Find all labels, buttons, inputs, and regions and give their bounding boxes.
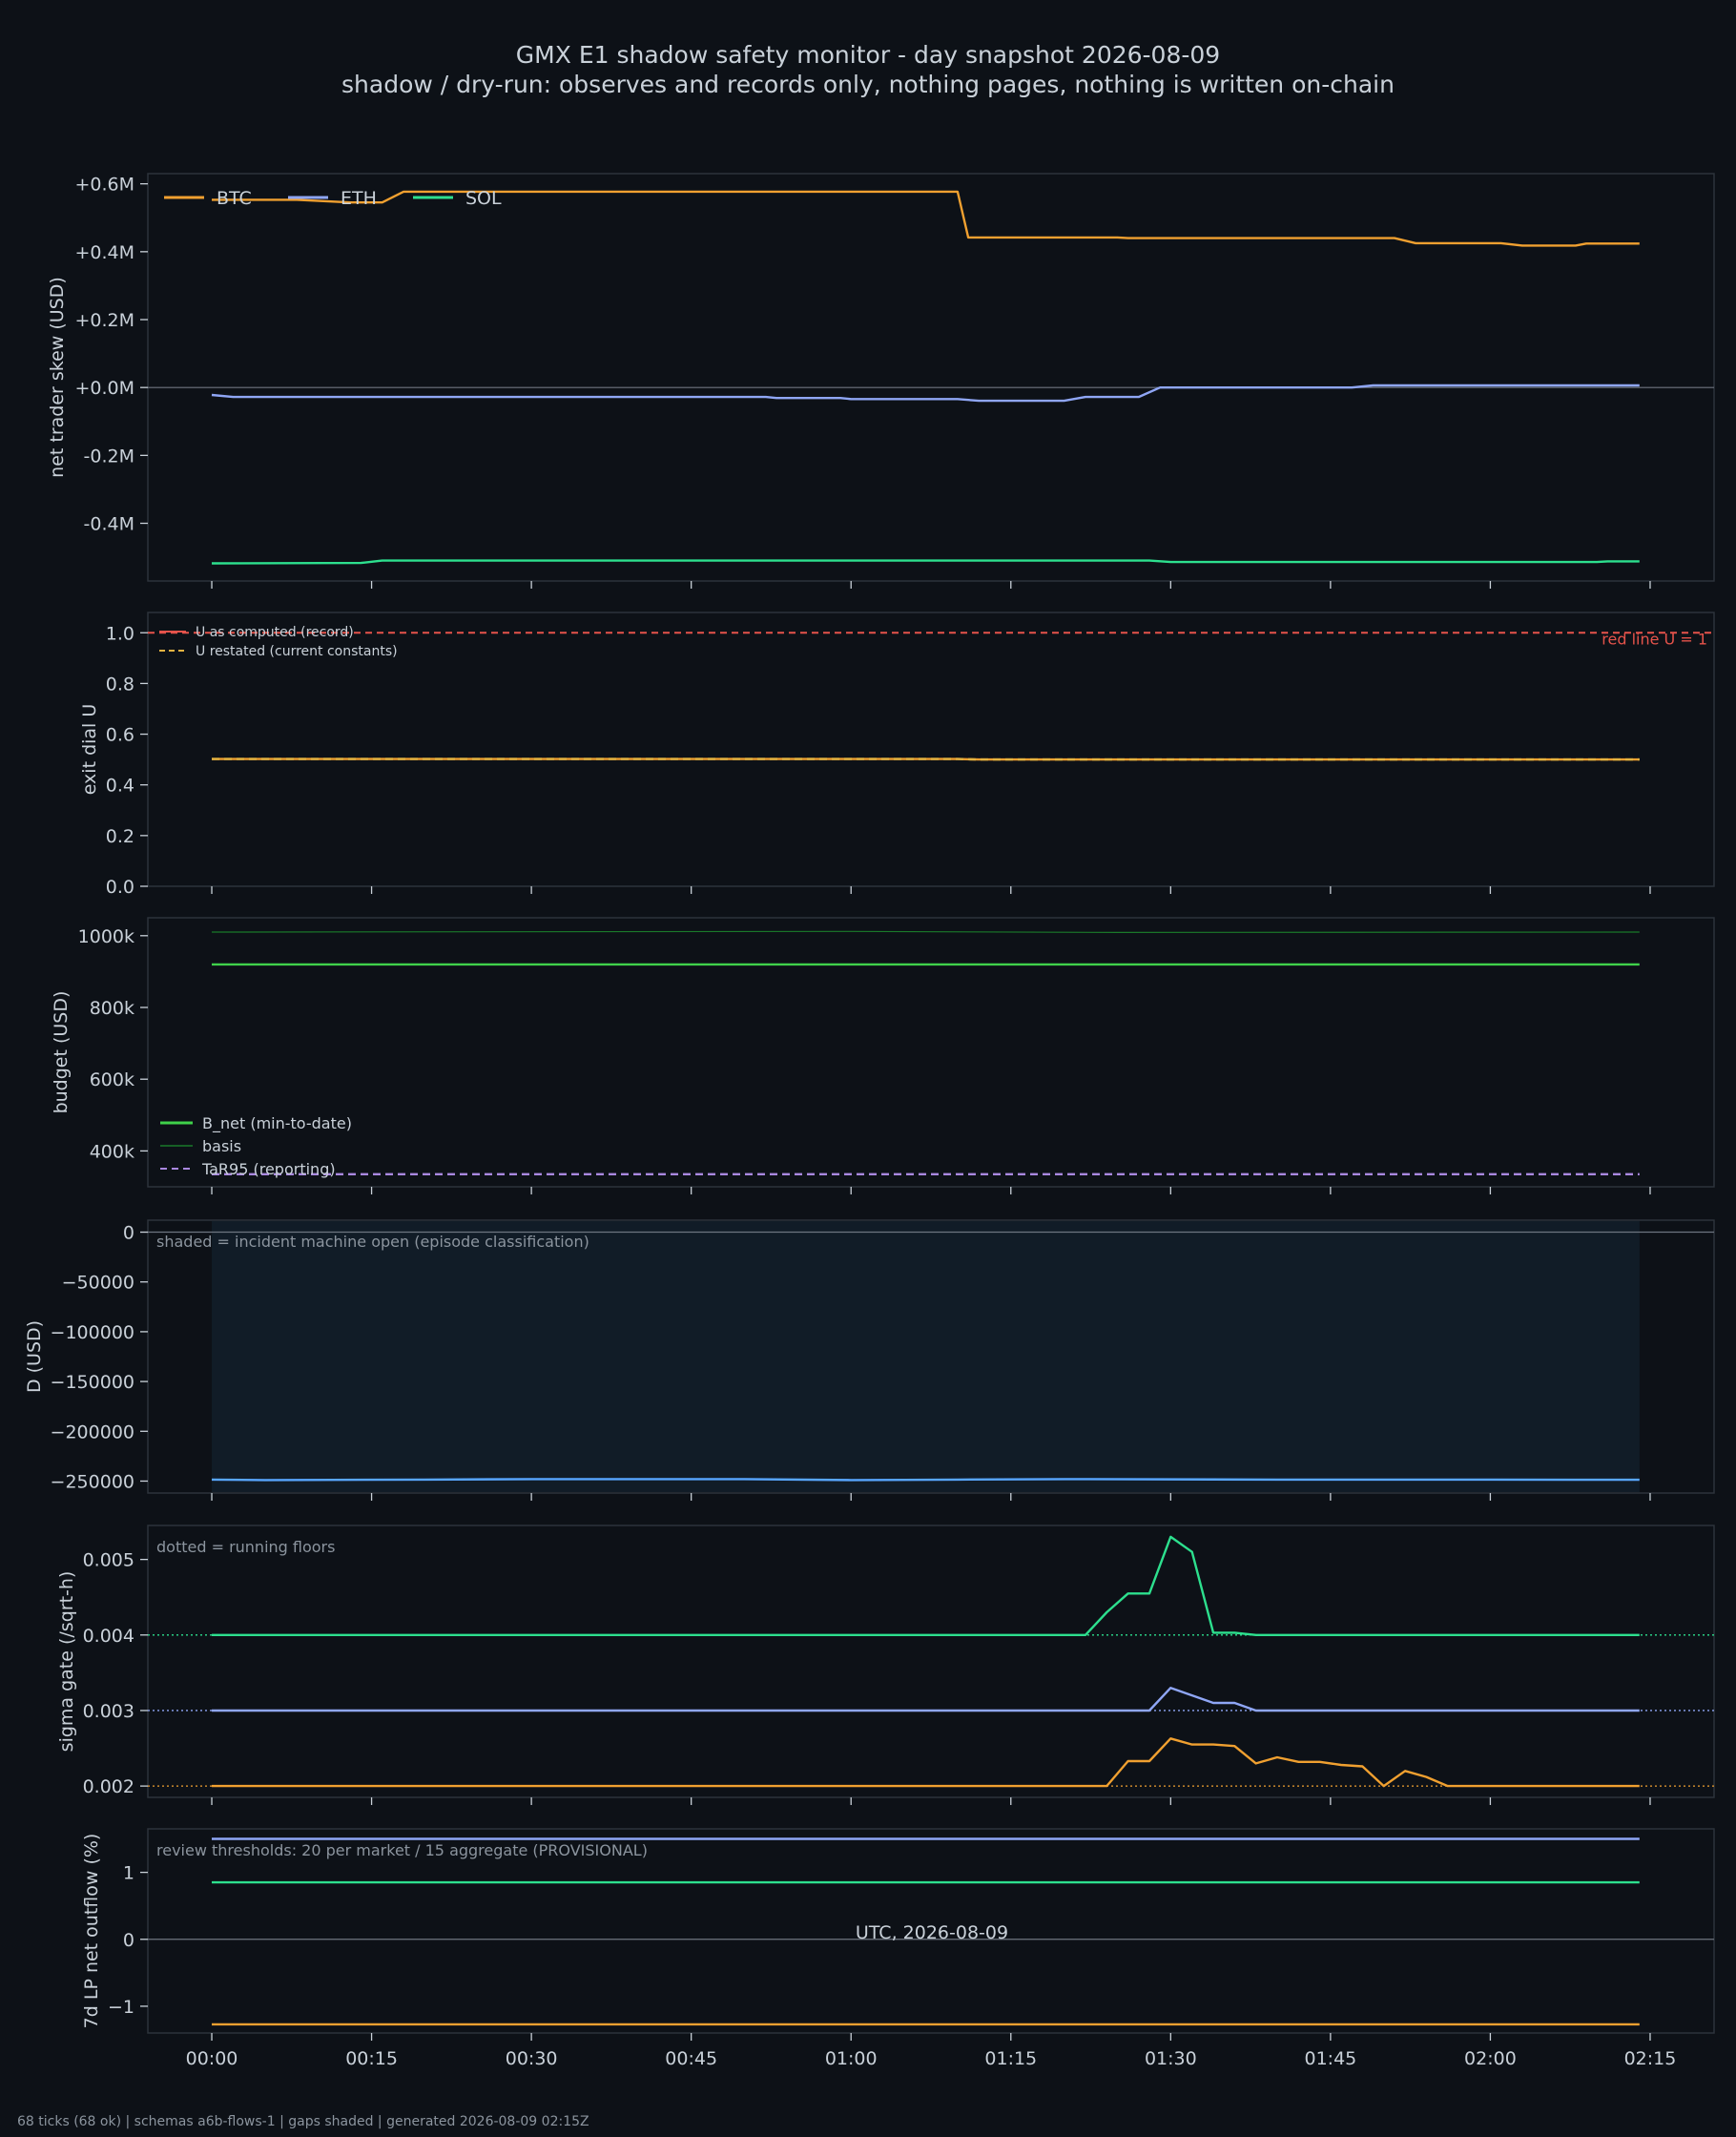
panels: +0.6M +0.4M +0.2M +0.0M -0.2M -0.4M net trader… <box>24 173 1715 2069</box>
legend-label: BTC <box>217 188 252 209</box>
series-u-restated-current-constants--line <box>212 757 1640 761</box>
x-tick-label: 01:45 <box>1304 2048 1356 2069</box>
figure-title: GMX E1 shadow safety monitor - day snaps… <box>516 41 1220 69</box>
y-tick-label: 600k <box>90 1069 134 1090</box>
x-tick-label: 00:45 <box>665 2048 717 2069</box>
y-tick-label: 0 <box>123 1223 134 1244</box>
x-tick-label: 01:00 <box>825 2048 878 2069</box>
y-tick-label: 0.2 <box>106 826 134 847</box>
y-axis-label: net trader skew (USD) <box>47 277 68 478</box>
series-d-line <box>211 1478 1640 1482</box>
y-tick-label: 800k <box>90 998 134 1019</box>
legend-label: SOL <box>465 188 502 209</box>
panel-sigma: 0.005 0.004 0.003 0.002 sigma gate (/sqrt-h)… <box>56 1525 1715 1805</box>
figure-subtitle: shadow / dry-run: observes and records o… <box>341 71 1395 98</box>
y-tick-label: 0.8 <box>106 674 134 695</box>
y-tick-label: −150000 <box>51 1372 134 1393</box>
legend-label: TaR95 (reporting) <box>201 1160 336 1178</box>
panel-outflow: 1 0 −1 00:00 00:15 00:30 00:45 01:00 01:15 01:30 0… <box>81 1828 1715 2069</box>
y-tick-label: −1 <box>108 1997 134 2018</box>
legend-label: B_net (min-to-date) <box>202 1114 352 1133</box>
x-tick-label: 01:30 <box>1145 2048 1197 2069</box>
legend-label: basis <box>202 1137 241 1155</box>
incident-shade <box>212 1221 1640 1492</box>
series-eth-line <box>212 1687 1640 1712</box>
y-tick-label: 0.004 <box>83 1626 134 1647</box>
x-axis-label: UTC, 2026-08-09 <box>856 1922 1008 1943</box>
x-tick-label: 01:15 <box>984 2048 1037 2069</box>
y-axis-label: exit dial U <box>79 704 100 796</box>
y-tick-label: 1.0 <box>106 623 134 644</box>
red-line-annotation: red line U = 1 <box>1602 630 1707 648</box>
y-axis-label: sigma gate (/sqrt-h) <box>56 1571 77 1753</box>
legend-label: U restated (current constants) <box>196 644 398 659</box>
panel-exit_dial: 1.0 0.8 0.6 0.4 0.2 0.0 exit dial U red line U … <box>79 612 1715 898</box>
panel-frame <box>147 1828 1715 2034</box>
y-tick-label: −100000 <box>51 1322 134 1343</box>
y-axis-label: budget (USD) <box>51 991 72 1114</box>
footer-status: 68 ticks (68 ok) | schemas a6b-flows-1 |… <box>17 2114 589 2129</box>
y-axis-label: D (USD) <box>24 1320 45 1393</box>
y-tick-label: +0.4M <box>74 242 134 263</box>
series-sol-line <box>212 1535 1640 1636</box>
series-btc-line <box>212 1737 1640 1788</box>
y-tick-label: 1000k <box>78 926 134 947</box>
y-tick-label: −200000 <box>51 1421 134 1442</box>
panel-note: dotted = running floors <box>156 1538 335 1556</box>
panel-frame <box>147 173 1715 582</box>
y-tick-label: 0.6 <box>106 725 134 746</box>
panel-frame <box>147 917 1715 1188</box>
y-tick-label: +0.6M <box>74 175 134 196</box>
x-tick-label: 00:00 <box>186 2048 238 2069</box>
y-tick-label: -0.2M <box>84 446 134 467</box>
y-tick-label: 0.4 <box>106 776 134 797</box>
y-tick-label: 0.0 <box>106 877 134 898</box>
y-tick-label: 1 <box>123 1863 134 1884</box>
panel-frame <box>147 1525 1715 1798</box>
y-tick-label: +0.2M <box>74 310 134 331</box>
y-tick-label: −50000 <box>62 1273 134 1294</box>
y-axis-label: 7d LP net outflow (%) <box>81 1834 102 2029</box>
y-tick-label: +0.0M <box>74 378 134 399</box>
y-tick-label: 0.003 <box>83 1701 134 1722</box>
series-sol-line <box>211 559 1640 565</box>
y-tick-label: -0.4M <box>84 514 134 535</box>
series-eth-line <box>211 384 1640 403</box>
panel-frame <box>147 612 1715 887</box>
legend-label: U as computed (record) <box>196 625 354 640</box>
y-tick-label: 400k <box>90 1141 134 1162</box>
panel-note: review thresholds: 20 per market / 15 ag… <box>156 1841 648 1859</box>
panel-note: shaded = incident machine open (episode … <box>156 1233 589 1251</box>
series-basis-line <box>211 930 1640 933</box>
panel-budget: 1000k 800k 600k 400k budget (USD) B_net (min-… <box>51 917 1715 1194</box>
y-tick-label: −250000 <box>51 1471 134 1492</box>
y-tick-label: 0.002 <box>83 1776 134 1797</box>
x-tick-label: 00:30 <box>506 2048 558 2069</box>
panel-skew: +0.6M +0.4M +0.2M +0.0M -0.2M -0.4M net trader… <box>47 173 1715 589</box>
legend-label: ETH <box>341 188 377 209</box>
y-tick-label: 0 <box>123 1930 134 1951</box>
y-tick-label: 0.005 <box>83 1550 134 1571</box>
x-tick-label: 00:15 <box>345 2048 398 2069</box>
series-btc-line <box>212 190 1640 247</box>
x-tick-label: 02:15 <box>1624 2048 1677 2069</box>
panel-d_usd: 0 −50000 −100000 −150000 −200000 −250000 D (US… <box>24 1219 1715 1501</box>
x-tick-label: 02:00 <box>1464 2048 1517 2069</box>
